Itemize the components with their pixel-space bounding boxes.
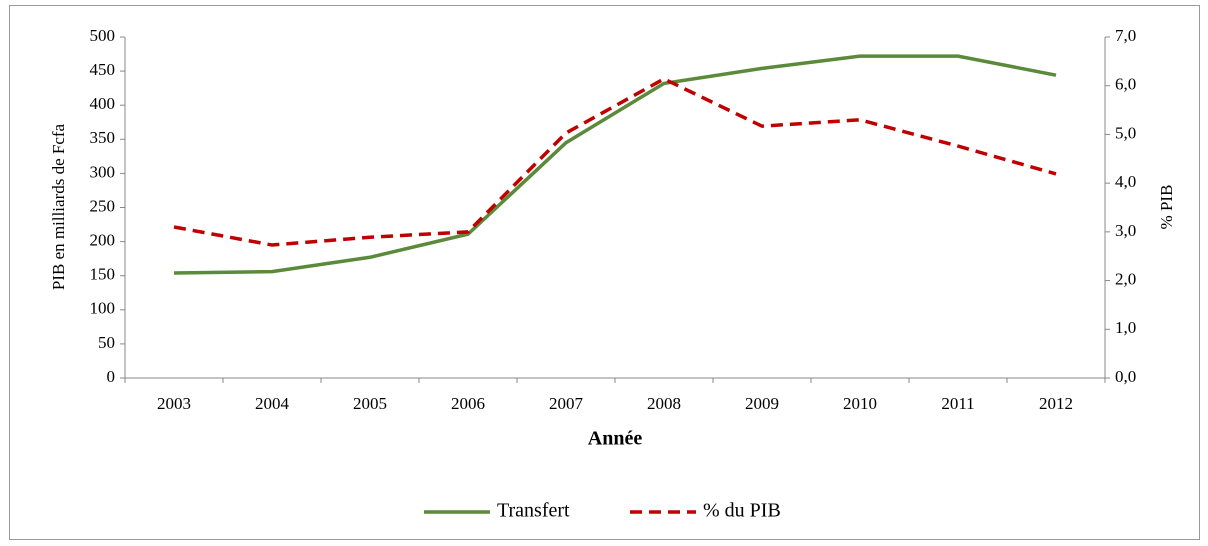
y2-tick-label: 5,0 (1115, 123, 1136, 142)
y-tick-label: 150 (90, 265, 116, 284)
y-tick-label: 50 (98, 333, 115, 352)
y2-axis-label: % PIB (1157, 185, 1176, 230)
y-tick-label: 300 (90, 162, 116, 181)
y-tick-label: 450 (90, 60, 116, 79)
x-tick-label: 2012 (1039, 394, 1073, 413)
y2-tick-label: 2,0 (1115, 269, 1136, 288)
series-line (173, 76, 1057, 247)
x-tick-label: 2006 (451, 394, 485, 413)
y-tick-label: 200 (90, 231, 116, 250)
y2-tick-label: 0,0 (1115, 367, 1136, 386)
y-tick-label: 100 (90, 299, 116, 318)
x-tick-label: 2003 (157, 394, 191, 413)
y-tick-label: 0 (107, 367, 116, 386)
y2-tick-label: 6,0 (1115, 75, 1136, 94)
series-line (173, 54, 1057, 275)
x-tick-label: 2007 (549, 394, 584, 413)
x-tick-label: 2004 (255, 394, 290, 413)
y-tick-label: 250 (90, 196, 116, 215)
chart-border (9, 5, 1200, 540)
x-tick-label: 2011 (941, 394, 974, 413)
x-tick-label: 2005 (353, 394, 387, 413)
x-axis-label: Année (588, 428, 643, 450)
y2-tick-label: 7,0 (1115, 26, 1136, 45)
x-tick-label: 2009 (745, 394, 779, 413)
y2-tick-label: 1,0 (1115, 318, 1136, 337)
legend-label: % du PIB (703, 500, 781, 522)
y-axis-label: PIB en milliards de Fcfa (49, 123, 68, 290)
x-tick-label: 2010 (843, 394, 877, 413)
y2-tick-label: 4,0 (1115, 172, 1136, 191)
y-tick-label: 400 (90, 94, 116, 113)
y-tick-label: 500 (90, 26, 116, 45)
y2-tick-label: 3,0 (1115, 221, 1136, 240)
legend-label: Transfert (497, 500, 570, 522)
x-tick-label: 2008 (647, 394, 681, 413)
y-tick-label: 350 (90, 128, 116, 147)
